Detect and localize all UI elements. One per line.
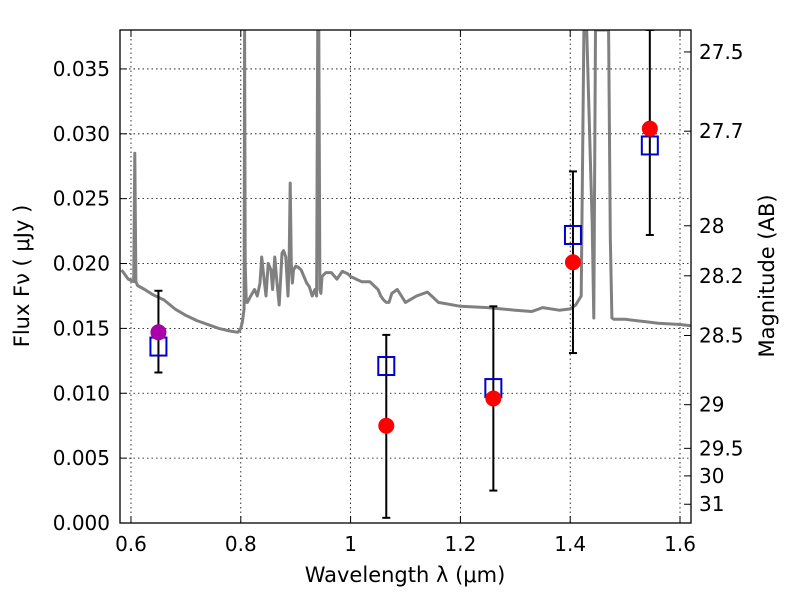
x-axis-ticks: 0.6 0.8 1 1.2 1.4 1.6: [115, 30, 696, 556]
y-tick-label: 0.005: [53, 446, 110, 470]
y2-tick-label: 28: [699, 214, 724, 238]
y-axis-label: Flux Fν ( μJy ): [10, 205, 34, 348]
y2-tick-label: 27.5: [699, 40, 744, 64]
y-tick-label: 0.030: [53, 122, 110, 146]
y2-tick-label: 27.7: [699, 119, 744, 143]
y-tick-label: 0.020: [53, 252, 110, 276]
x-tick-label: 1.4: [554, 532, 586, 556]
x-axis-label: Wavelength λ (μm): [305, 563, 506, 587]
x-tick-label: 1: [344, 532, 357, 556]
y2-tick-label: 29.5: [699, 436, 744, 460]
x-tick-label: 1.6: [664, 532, 696, 556]
y-tick-label: 0.010: [53, 381, 110, 405]
model-photometry-squares: [149, 135, 659, 399]
model-sed-line: [120, 30, 691, 334]
model-square-point: [563, 224, 582, 245]
plot-frame: [119, 29, 692, 524]
y2-tick-label: 31: [699, 492, 724, 516]
y-tick-label: 0.015: [53, 316, 110, 340]
y-tick-label: 0.000: [53, 511, 110, 535]
plot-area: [120, 30, 691, 519]
y2-tick-label: 30: [699, 464, 724, 488]
y-tick-label: 0.025: [53, 187, 110, 211]
x-tick-label: 0.6: [115, 532, 147, 556]
grid-lines: [120, 30, 691, 524]
y2-axis-ticks: 27.5 27.7 28 28.2 28.5 29 29.5 30 31: [684, 40, 744, 516]
x-tick-label: 1.2: [444, 532, 476, 556]
y2-tick-label: 28.5: [699, 323, 744, 347]
model-square-point: [377, 356, 396, 377]
y2-tick-label: 28.2: [699, 264, 744, 288]
x-tick-label: 0.8: [225, 532, 257, 556]
observed-point: [378, 417, 395, 434]
y2-axis-label: Magnitude (AB): [755, 194, 779, 357]
y-tick-label: 0.035: [53, 57, 110, 81]
observed-photometry-points: [150, 120, 658, 434]
observed-point: [641, 120, 658, 137]
y2-tick-label: 29: [699, 393, 724, 417]
observed-point: [564, 254, 581, 271]
y-axis-ticks: 0.000 0.005 0.010 0.015 0.020 0.025 0.030 0.035: [53, 57, 127, 535]
observed-point: [485, 390, 502, 407]
observed-point: [150, 324, 167, 341]
